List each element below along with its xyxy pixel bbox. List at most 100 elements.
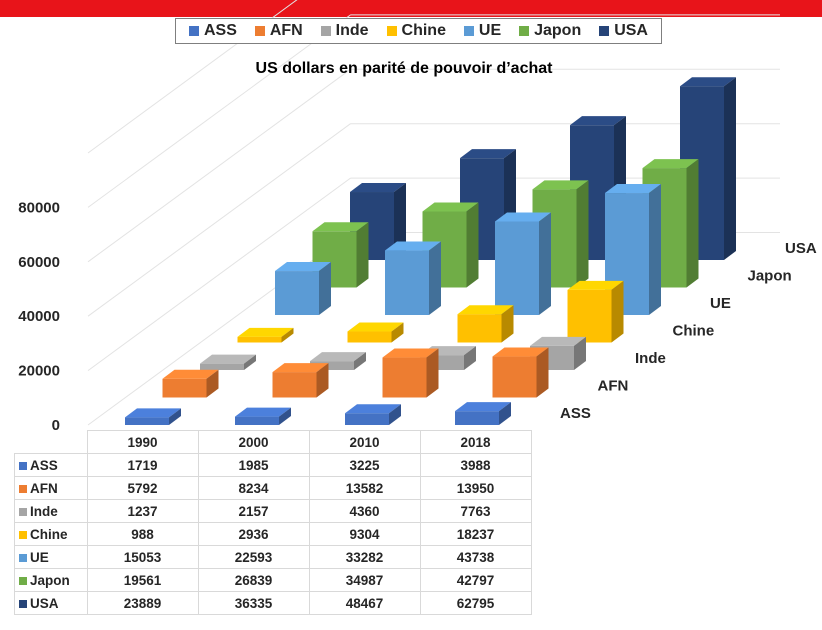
- bar-top: [460, 149, 516, 159]
- series-axis-label: Inde: [635, 350, 666, 367]
- gridline-side: [87, 0, 298, 154]
- bar-inde-1990: [200, 354, 256, 370]
- data-table-row-label: UE: [14, 545, 88, 569]
- bar-front: [347, 331, 392, 343]
- bar-side: [649, 184, 661, 315]
- bar-side: [354, 352, 366, 370]
- bar-afn-1990: [162, 369, 219, 398]
- bar-side: [429, 241, 441, 315]
- data-table-cell: 36335: [197, 591, 310, 615]
- table-row: USA 23889 36335 48467 62795: [14, 591, 532, 615]
- data-table-swatch: [19, 484, 27, 493]
- data-table-column-header: 2000: [197, 430, 310, 454]
- data-table-cell: 23889: [86, 591, 199, 615]
- legend-swatch: [320, 26, 331, 36]
- data-table-swatch: [19, 461, 27, 470]
- legend-swatch: [463, 26, 474, 36]
- bar-side: [574, 336, 586, 370]
- table-row: AFN 5792 8234 13582 13950: [14, 476, 532, 500]
- data-table-cell: 9304: [308, 522, 421, 546]
- bar-ass-2000: [235, 407, 291, 425]
- series-axis-label: AFN: [598, 378, 629, 395]
- bar-ass-1990: [125, 408, 181, 425]
- legend-swatch: [386, 26, 397, 36]
- data-table-cell: 19561: [86, 568, 199, 592]
- y-tick-label: 20000: [18, 363, 60, 380]
- data-table: 1990 2000 2010 2018 ASS 1719 1985 3225 3988 AFN 5…: [14, 430, 532, 615]
- bar-ue-2000: [385, 241, 441, 315]
- data-table-row-label: AFN: [14, 476, 88, 500]
- bar-top: [235, 407, 291, 417]
- bar-front: [272, 372, 317, 398]
- bar-front: [235, 416, 279, 425]
- bar-side: [391, 322, 404, 343]
- y-tick-label: 80000: [18, 199, 60, 216]
- legend-item-ue: UE: [463, 22, 502, 40]
- bar-side: [394, 183, 406, 260]
- bar-top: [567, 280, 624, 290]
- series-axis-label: Chine: [673, 323, 715, 340]
- bar-afn-2010: [382, 348, 439, 398]
- data-table-row-label: Inde: [14, 499, 88, 523]
- bar-side: [279, 407, 291, 425]
- bar-top: [495, 212, 551, 222]
- data-table-cell: 13950: [419, 476, 532, 500]
- gridline-side: [87, 14, 351, 208]
- legend-item-ass: ASS: [188, 22, 237, 40]
- legend-item-usa: USA: [599, 22, 648, 40]
- data-table-cell: 1719: [86, 453, 199, 477]
- y-axis-ticks: 0 20000 40000 60000 80000: [18, 199, 60, 434]
- bar-top: [350, 183, 406, 193]
- data-table-series-name: Japon: [30, 572, 70, 588]
- bar-ue-1990: [275, 262, 331, 315]
- bar-front: [495, 221, 539, 315]
- table-row: Japon 19561 26839 34987 42797: [14, 568, 532, 592]
- bar-inde-2000: [310, 352, 366, 370]
- bar-top: [385, 241, 441, 251]
- bar-top: [532, 180, 589, 190]
- data-table-row-label: ASS: [14, 453, 88, 477]
- bar-front: [345, 413, 389, 425]
- bar-side: [169, 408, 181, 425]
- bar-side: [206, 369, 219, 398]
- data-table-cell: 7763: [419, 499, 532, 523]
- bar-top: [125, 408, 181, 418]
- legend-label: Chine: [401, 22, 446, 39]
- bar-side: [319, 262, 331, 315]
- bar-top: [642, 159, 699, 169]
- bar-ass-2018: [455, 402, 511, 425]
- bar-afn-2000: [272, 363, 329, 398]
- bar-front: [385, 250, 429, 315]
- bar-side: [281, 327, 294, 343]
- data-table-cell: 48467: [308, 591, 421, 615]
- bar-chine-2000: [347, 322, 404, 343]
- legend-swatch: [188, 26, 199, 36]
- bar-side: [536, 347, 549, 398]
- bar-top: [200, 354, 256, 364]
- bar-top: [530, 336, 586, 346]
- data-table-body: ASS 1719 1985 3225 3988 AFN 5792 8234 13582 13950…: [14, 453, 532, 615]
- bar-side: [466, 202, 479, 288]
- bar-front: [162, 378, 207, 398]
- bar-top: [457, 305, 514, 315]
- data-table-cell: 3988: [419, 453, 532, 477]
- data-table-cell: 34987: [308, 568, 421, 592]
- legend-label: UE: [478, 22, 502, 39]
- bar-chine-2010: [457, 305, 514, 343]
- bar-front: [492, 356, 537, 398]
- bar-front: [125, 417, 169, 425]
- bar-front: [237, 336, 282, 343]
- data-table-cell: 13582: [308, 476, 421, 500]
- legend-label: Inde: [335, 22, 369, 39]
- data-table-row-label: USA: [14, 591, 88, 615]
- bars: [125, 77, 736, 425]
- bar-ue-2010: [495, 212, 551, 315]
- data-table-swatch: [19, 507, 27, 516]
- bar-afn-2018: [492, 347, 549, 398]
- data-table-cell: 2936: [197, 522, 310, 546]
- data-table-column-header: 2010: [308, 430, 421, 454]
- data-table-cell: 26839: [197, 568, 310, 592]
- data-table-header-row: 1990 2000 2010 2018: [14, 430, 532, 454]
- data-table-cell: 4360: [308, 499, 421, 523]
